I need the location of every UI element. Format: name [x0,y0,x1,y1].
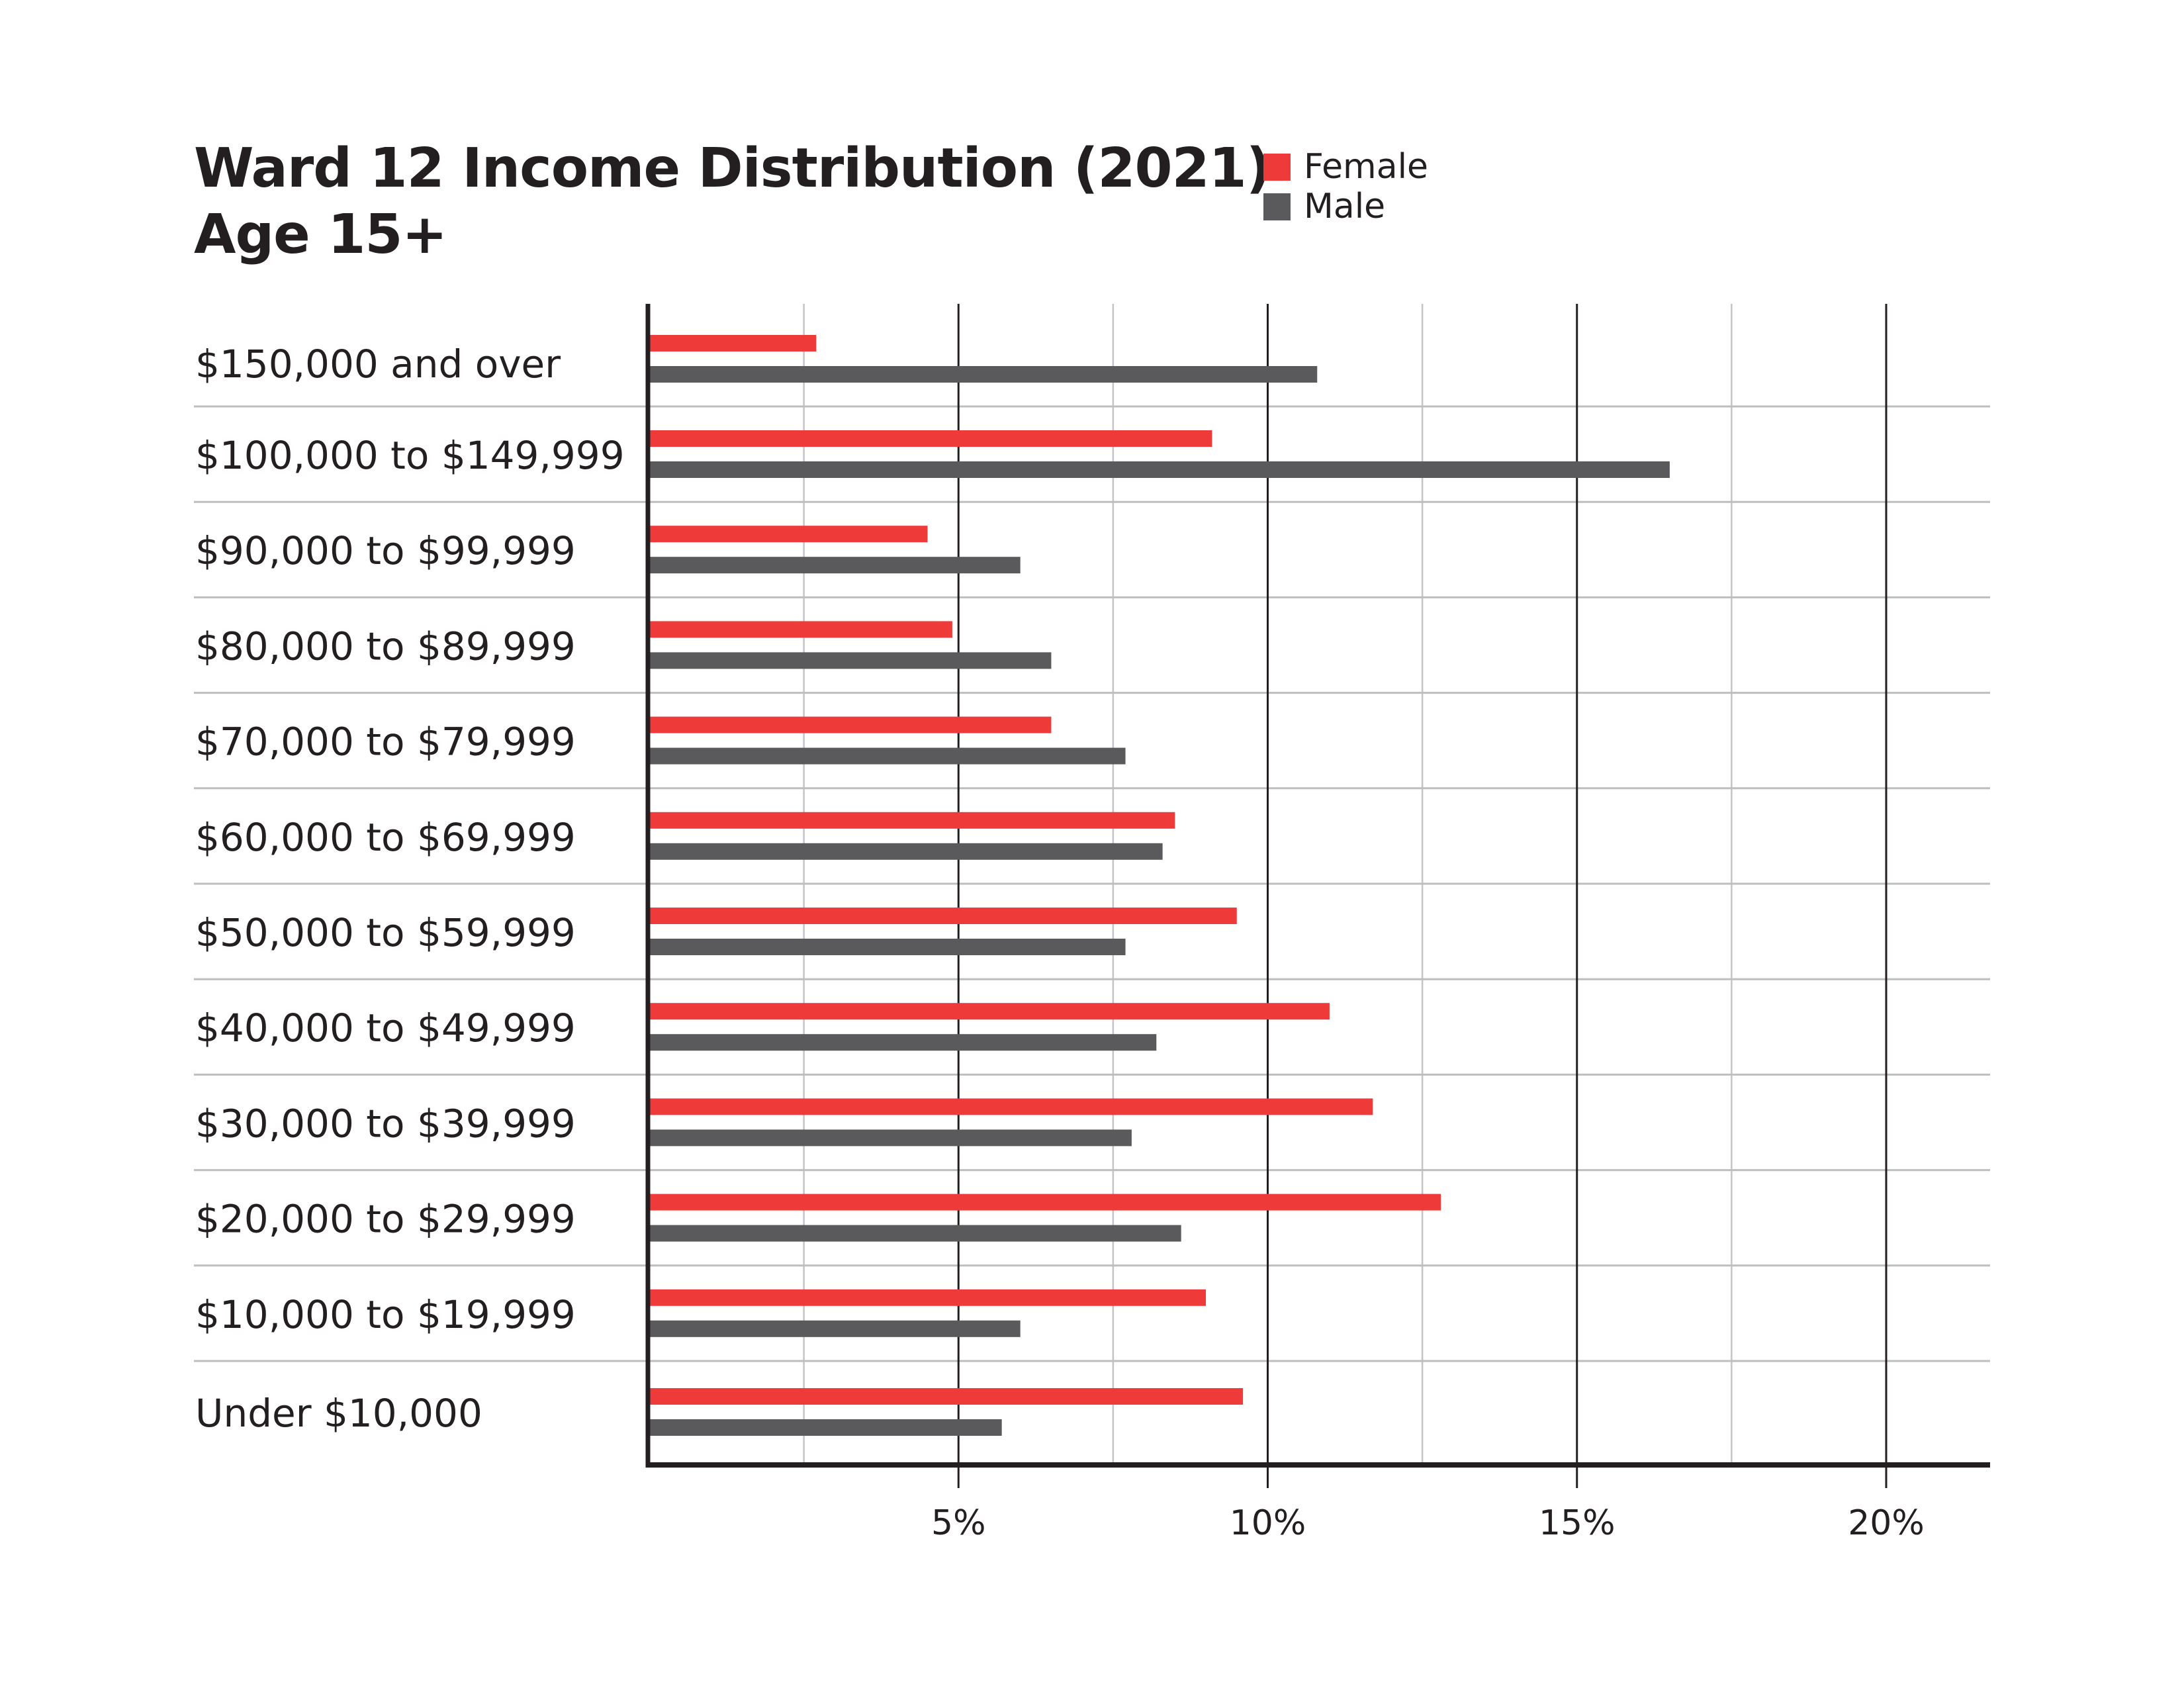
bar-female [649,335,817,352]
category-label: $20,000 to $29,999 [195,1197,576,1242]
bar-male [649,939,1126,955]
legend-swatch-female [1263,153,1291,181]
chart-title: Ward 12 Income Distribution (2021) Age 1… [194,136,1271,268]
category-label: $100,000 to $149,999 [195,433,625,478]
bar-female [649,1003,1330,1020]
category-label: $150,000 and over [195,342,561,387]
bar-female [649,621,952,638]
legend-item-female: Female [1263,147,1428,187]
category-label: $10,000 to $19,999 [195,1292,576,1337]
bars [649,335,1670,1436]
bar-male [649,461,1670,478]
category-label: Under $10,000 [195,1391,482,1436]
bar-female [649,1388,1244,1405]
legend-swatch-male [1263,193,1291,220]
category-label: $50,000 to $59,999 [195,910,576,955]
bar-female [649,430,1212,447]
x-tick-label: 10% [1230,1503,1306,1543]
bar-male [649,1129,1132,1147]
bar-female [649,1194,1441,1211]
x-tick-labels: 5% 10% 15% 20% [931,1503,1925,1543]
bar-male [649,557,1021,574]
chart-subtitle: Age 15+ [194,203,447,266]
category-label: $40,000 to $49,999 [195,1006,576,1051]
x-tick-label: 15% [1539,1503,1615,1543]
bar-male [649,1034,1157,1051]
bar-female [649,716,1052,733]
x-tick-label: 5% [931,1503,986,1543]
row-separators [194,405,1990,1362]
legend: Female Male [1263,147,1428,226]
bar-male [649,747,1126,765]
legend-item-male: Male [1263,187,1428,226]
category-labels: $150,000 and over $100,000 to $149,999 $90… [195,342,625,1436]
category-label: $60,000 to $69,999 [195,815,576,860]
bar-male [649,1419,1002,1436]
bar-male [649,652,1052,669]
bar-male [649,843,1163,860]
bar-female [649,812,1175,829]
bar-male [649,366,1318,383]
bar-female [649,908,1237,924]
category-label: $80,000 to $89,999 [195,624,576,669]
x-tick-label: 20% [1848,1503,1925,1543]
category-label: $70,000 to $79,999 [195,720,576,765]
axes [645,304,1990,1468]
chart-title-line-1: Ward 12 Income Distribution (2021) [194,137,1271,200]
bar-male [649,1320,1021,1337]
legend-label-male: Male [1304,187,1386,226]
bar-female [649,526,928,543]
legend-label-female: Female [1304,147,1429,187]
bar-male [649,1225,1181,1242]
bar-female [649,1289,1206,1306]
category-label: $90,000 to $99,999 [195,528,576,573]
bar-female [649,1098,1373,1115]
category-label: $30,000 to $39,999 [195,1101,576,1146]
